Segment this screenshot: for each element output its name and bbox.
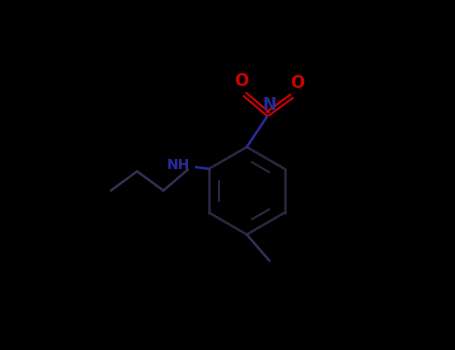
- Text: O: O: [234, 72, 248, 90]
- Text: O: O: [290, 74, 304, 92]
- Text: N: N: [263, 96, 277, 114]
- Text: NH: NH: [167, 158, 190, 173]
